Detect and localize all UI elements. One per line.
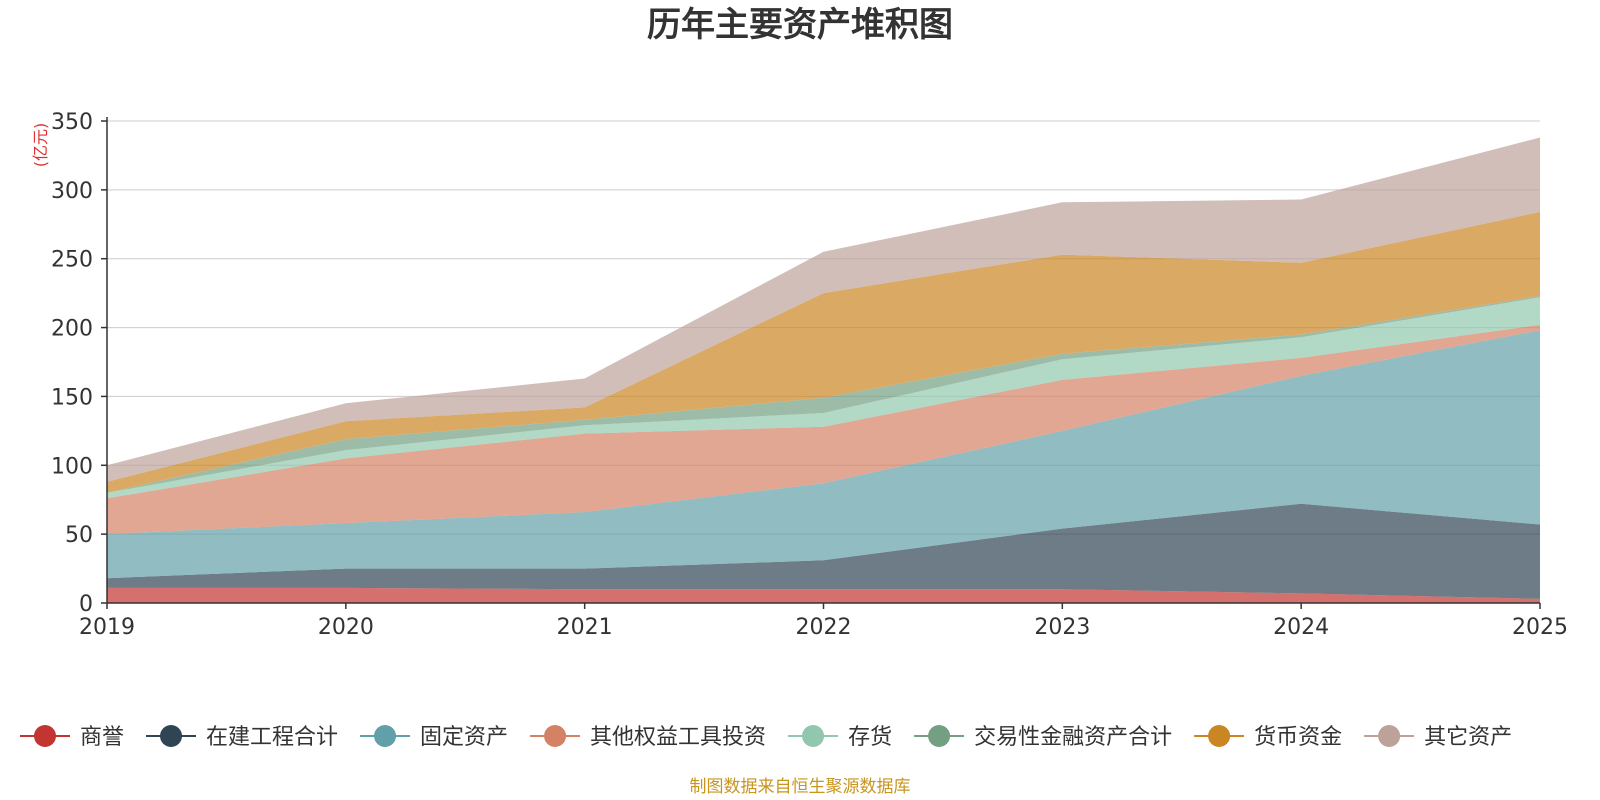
legend-item-4[interactable]: 存货 (788, 725, 892, 750)
legend-item-6[interactable]: 货币资金 (1194, 725, 1342, 750)
area-series-group (107, 137, 1540, 603)
area-series-5 (107, 295, 1540, 493)
area-series-3 (107, 324, 1540, 535)
legend-item-5[interactable]: 交易性金融资产合计 (914, 725, 1172, 750)
y-tick-label: 0 (79, 592, 93, 617)
legend-item-0[interactable]: 商誉 (20, 725, 124, 750)
legend[interactable]: 商誉 在建工程合计 固定资产 其他权益工具投资 存货 交易性金融资产合计 货币资金 其它资产 (20, 725, 1512, 750)
x-tick-label: 2023 (1034, 615, 1090, 640)
y-tick-label: 150 (51, 385, 93, 410)
legend-item-1[interactable]: 在建工程合计 (146, 725, 338, 750)
legend-circle-icon (34, 725, 56, 747)
legend-label: 其他权益工具投资 (590, 725, 766, 750)
x-tick-label: 2024 (1273, 615, 1329, 640)
legend-label: 在建工程合计 (206, 725, 338, 750)
legend-circle-icon (1208, 725, 1231, 747)
legend-label: 货币资金 (1254, 725, 1342, 750)
data-source-note: 制图数据来自恒生聚源数据库 (690, 777, 911, 797)
y-tick-label: 250 (51, 248, 93, 273)
x-tick-label: 2022 (796, 615, 852, 640)
legend-circle-icon (928, 725, 951, 747)
area-series-6 (107, 211, 1540, 493)
area-series-0 (107, 587, 1540, 603)
axes: 0 50 100 150 200 250 300 350 2019 2020 2021 2022 202… (51, 110, 1568, 640)
legend-item-2[interactable]: 固定资产 (360, 725, 508, 750)
y-axis-unit-label: (亿元) (31, 123, 50, 168)
x-tick-label: 2020 (318, 615, 374, 640)
legend-item-7[interactable]: 其它资产 (1364, 725, 1512, 750)
legend-circle-icon (1378, 725, 1401, 747)
legend-circle-icon (544, 725, 567, 747)
area-series-2 (107, 330, 1540, 579)
area-series-7 (107, 137, 1540, 482)
legend-label: 固定资产 (420, 725, 508, 750)
legend-label: 商誉 (80, 725, 124, 750)
legend-item-3[interactable]: 其他权益工具投资 (530, 725, 766, 750)
area-series-1 (107, 503, 1540, 599)
y-tick-label: 50 (65, 523, 93, 548)
x-tick-label: 2025 (1512, 615, 1568, 640)
legend-label: 其它资产 (1424, 725, 1512, 750)
legend-label: 交易性金融资产合计 (974, 725, 1172, 750)
x-tick-label: 2019 (79, 615, 135, 640)
y-tick-label: 100 (51, 454, 93, 479)
legend-circle-icon (802, 725, 825, 747)
legend-circle-icon (374, 725, 397, 747)
chart-title: 历年主要资产堆积图 (647, 5, 953, 45)
legend-label: 存货 (848, 725, 892, 750)
y-tick-label: 200 (51, 317, 93, 342)
y-tick-label: 300 (51, 179, 93, 204)
legend-circle-icon (160, 725, 183, 747)
x-tick-label: 2021 (557, 615, 613, 640)
y-tick-label: 350 (51, 110, 93, 135)
